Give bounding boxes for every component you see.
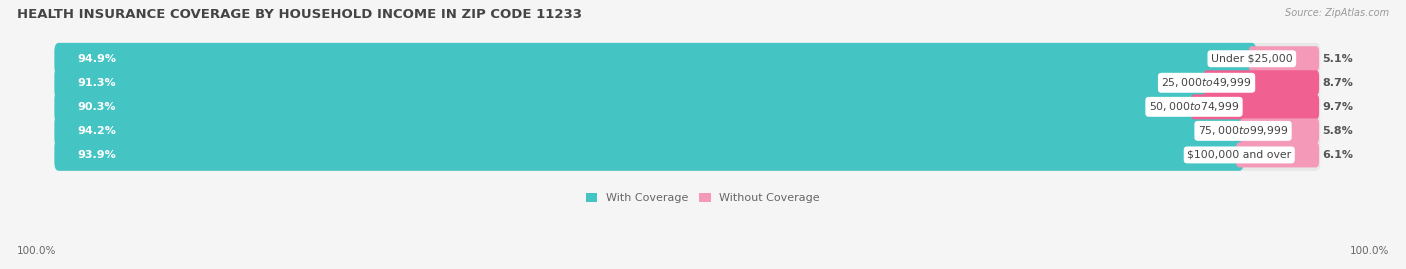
- FancyBboxPatch shape: [55, 43, 1320, 75]
- FancyBboxPatch shape: [55, 115, 1320, 147]
- Text: 5.1%: 5.1%: [1322, 54, 1353, 64]
- Text: 90.3%: 90.3%: [77, 102, 117, 112]
- Text: $100,000 and over: $100,000 and over: [1187, 150, 1291, 160]
- Text: 100.0%: 100.0%: [1350, 246, 1389, 256]
- FancyBboxPatch shape: [55, 139, 1320, 171]
- Text: $25,000 to $49,999: $25,000 to $49,999: [1161, 76, 1251, 89]
- Text: Under $25,000: Under $25,000: [1211, 54, 1292, 64]
- Legend: With Coverage, Without Coverage: With Coverage, Without Coverage: [582, 189, 824, 208]
- FancyBboxPatch shape: [55, 43, 1256, 75]
- Text: 9.7%: 9.7%: [1322, 102, 1353, 112]
- Text: 93.9%: 93.9%: [77, 150, 117, 160]
- Text: 91.3%: 91.3%: [77, 78, 117, 88]
- FancyBboxPatch shape: [1236, 142, 1319, 167]
- FancyBboxPatch shape: [55, 91, 1320, 123]
- FancyBboxPatch shape: [1204, 70, 1319, 95]
- Text: 6.1%: 6.1%: [1322, 150, 1353, 160]
- Text: HEALTH INSURANCE COVERAGE BY HOUSEHOLD INCOME IN ZIP CODE 11233: HEALTH INSURANCE COVERAGE BY HOUSEHOLD I…: [17, 8, 582, 21]
- FancyBboxPatch shape: [55, 67, 1211, 99]
- Text: 94.9%: 94.9%: [77, 54, 117, 64]
- Text: Source: ZipAtlas.com: Source: ZipAtlas.com: [1285, 8, 1389, 18]
- FancyBboxPatch shape: [55, 139, 1244, 171]
- FancyBboxPatch shape: [1191, 94, 1319, 119]
- Text: 100.0%: 100.0%: [17, 246, 56, 256]
- FancyBboxPatch shape: [1240, 118, 1319, 143]
- FancyBboxPatch shape: [55, 91, 1198, 123]
- Text: 8.7%: 8.7%: [1322, 78, 1353, 88]
- Text: $75,000 to $99,999: $75,000 to $99,999: [1198, 124, 1288, 137]
- FancyBboxPatch shape: [55, 67, 1320, 99]
- Text: $50,000 to $74,999: $50,000 to $74,999: [1149, 100, 1239, 113]
- Text: 5.8%: 5.8%: [1322, 126, 1353, 136]
- FancyBboxPatch shape: [1249, 46, 1319, 71]
- Text: 94.2%: 94.2%: [77, 126, 117, 136]
- FancyBboxPatch shape: [55, 115, 1247, 147]
